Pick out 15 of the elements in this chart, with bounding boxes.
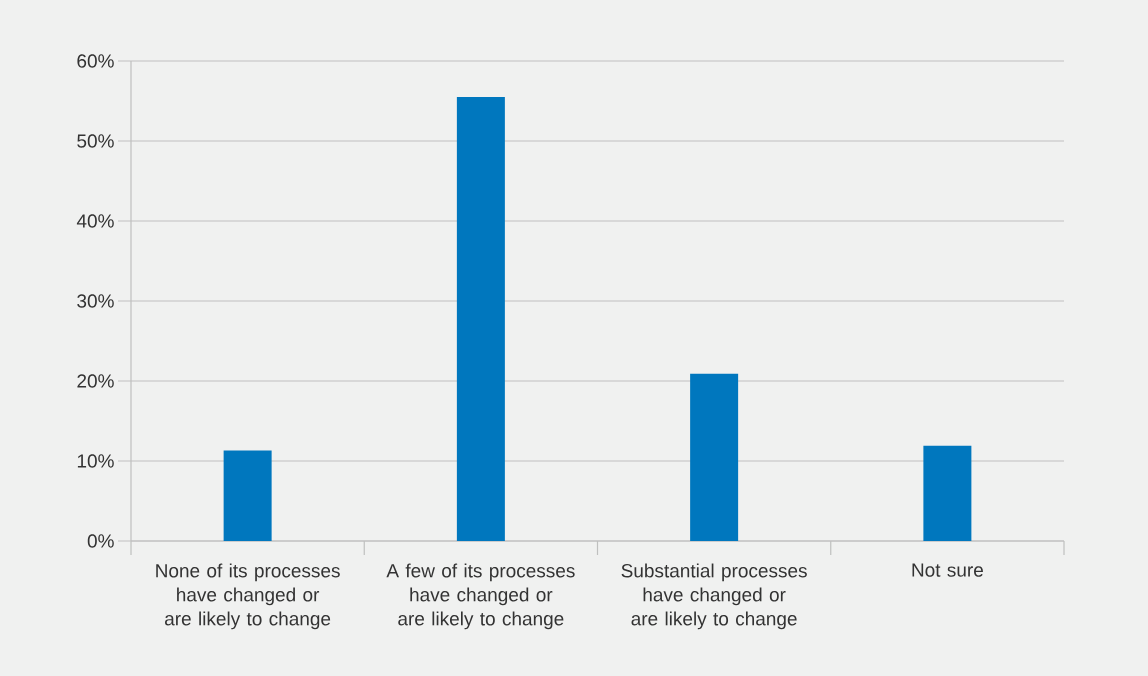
y-tick-label: 60% <box>77 54 114 68</box>
y-tick-label: 50% <box>77 134 114 148</box>
y-tick-label: 10% <box>77 454 114 468</box>
bar <box>223 450 272 541</box>
bar <box>923 445 972 541</box>
y-tick-label: 30% <box>77 294 114 308</box>
y-tick-label: 20% <box>77 374 114 388</box>
x-tick-label: A few of its processes have changed or are likely to change <box>386 563 575 630</box>
x-tick-label: None of its processes have changed or are likely to change <box>156 563 340 630</box>
x-tick-label: Not sure <box>912 563 983 577</box>
x-tick-label: Substantial processes have changed or are likely to change <box>621 563 807 630</box>
y-tick-label: 0% <box>87 534 114 548</box>
bar <box>690 373 739 541</box>
bar <box>456 97 505 541</box>
y-tick-label: 40% <box>76 214 114 228</box>
